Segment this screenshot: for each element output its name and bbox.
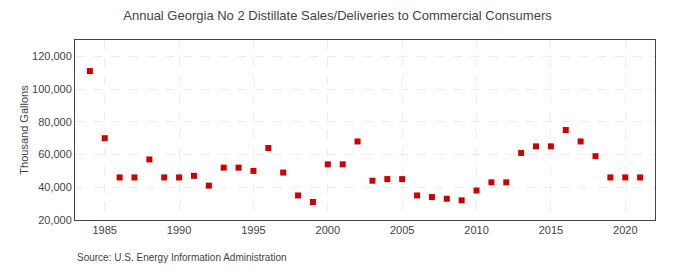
svg-text:1995: 1995: [241, 224, 265, 236]
svg-text:120,000: 120,000: [32, 50, 72, 62]
svg-text:2000: 2000: [316, 224, 340, 236]
svg-text:2020: 2020: [613, 224, 637, 236]
svg-text:Thousand Gallons: Thousand Gallons: [18, 85, 30, 175]
svg-text:2015: 2015: [539, 224, 563, 236]
svg-text:80,000: 80,000: [38, 116, 72, 128]
svg-text:Annual Georgia No 2 Distillate: Annual Georgia No 2 Distillate Sales/Del…: [123, 8, 552, 23]
svg-text:20,000: 20,000: [38, 214, 72, 226]
svg-text:1985: 1985: [92, 224, 116, 236]
svg-text:40,000: 40,000: [38, 181, 72, 193]
svg-text:Source: U.S. Energy Informatio: Source: U.S. Energy Information Administ…: [77, 252, 287, 263]
svg-text:1990: 1990: [167, 224, 191, 236]
svg-text:2005: 2005: [390, 224, 414, 236]
svg-text:100,000: 100,000: [32, 83, 72, 95]
svg-text:60,000: 60,000: [38, 148, 72, 160]
svg-text:2010: 2010: [464, 224, 488, 236]
